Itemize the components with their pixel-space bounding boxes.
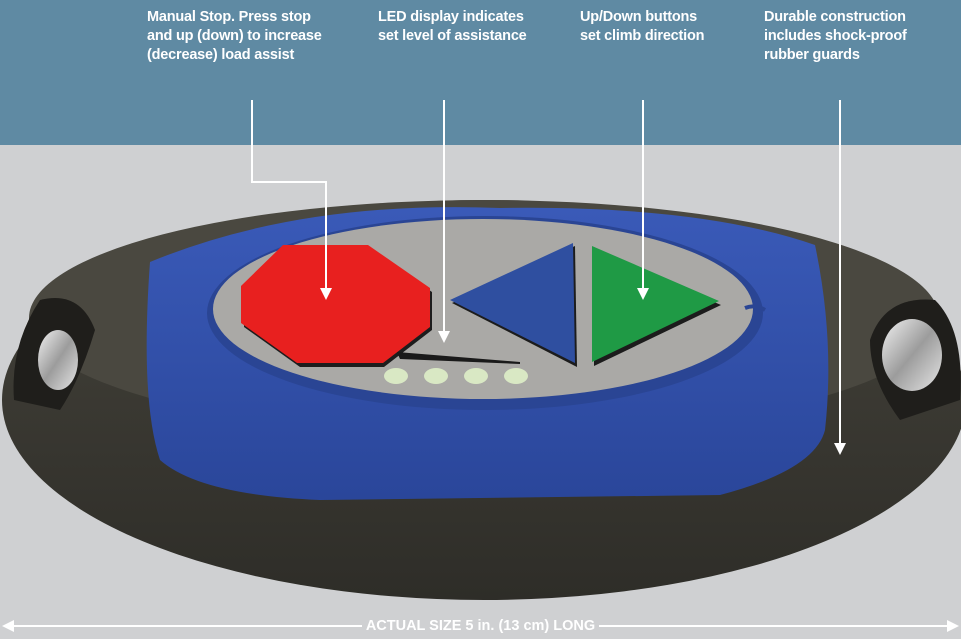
left-ring-visible [38, 330, 78, 390]
dimension-arrow-left [2, 620, 14, 632]
led-4 [504, 368, 528, 384]
arrowhead-stop [320, 288, 332, 300]
led-level-wedge [397, 352, 520, 364]
down-button[interactable] [450, 243, 575, 363]
right-ring-visible [882, 319, 942, 391]
dimension-arrow-right [947, 620, 959, 632]
callout-manual-stop: Manual Stop. Press stop and up (down) to… [147, 9, 322, 63]
size-caption-wrap: ACTUAL SIZE 5 in. (13 cm) LONG [0, 617, 961, 635]
callout-band [0, 0, 961, 145]
led-1 [384, 368, 408, 384]
up-button[interactable] [592, 246, 719, 362]
indicator-notch [744, 304, 767, 312]
arrowhead-construction [834, 443, 846, 455]
arrowhead-led [438, 331, 450, 343]
callout-led-display: LED display indicates set level of assis… [378, 9, 527, 44]
led-3 [464, 368, 488, 384]
size-caption: ACTUAL SIZE 5 in. (13 cm) LONG [361, 618, 600, 634]
arrowhead-updown [637, 288, 649, 300]
callout-up-down-buttons: Up/Down buttons set climb direction [580, 9, 705, 44]
led-2 [424, 368, 448, 384]
leader-line-stop [251, 100, 327, 290]
callout-durable-construction: Durable construction includes shock-proo… [764, 9, 907, 63]
stop-button[interactable] [241, 245, 430, 363]
